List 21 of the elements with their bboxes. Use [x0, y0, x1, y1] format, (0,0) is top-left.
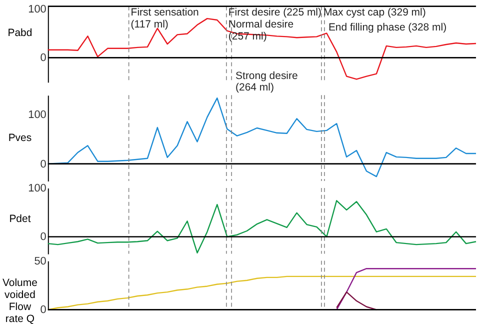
y-tick-label: 100 [28, 109, 46, 122]
y-axis-title: Pdet [9, 214, 31, 225]
y-tick-label: 100 [28, 182, 46, 194]
y-axis-title: Volume voided Flow rate Q [2, 278, 38, 324]
y-tick-label: 50 [34, 255, 46, 268]
line-series [336, 268, 477, 310]
annotation: Strong desire (264 ml) [236, 70, 298, 94]
y-tick-label: 100 [28, 3, 46, 16]
line-series [336, 291, 378, 310]
annotation: First desire (225 ml) [228, 7, 322, 18]
y-axis-title: Pabd [8, 28, 32, 40]
y-tick-label: 0 [40, 52, 46, 64]
annotation: Max cyst cap (329 ml) [323, 7, 426, 18]
y-tick-label: 0 [40, 304, 46, 316]
y-axis-title: Pves [8, 133, 32, 144]
y-tick-label: 0 [40, 231, 46, 244]
annotation: First sensation (117 ml) [130, 7, 200, 30]
line-series [47, 18, 477, 80]
y-tick-label: 0 [40, 158, 46, 170]
line-series [47, 200, 477, 254]
annotation: End filling phase (328 ml) [328, 22, 447, 34]
